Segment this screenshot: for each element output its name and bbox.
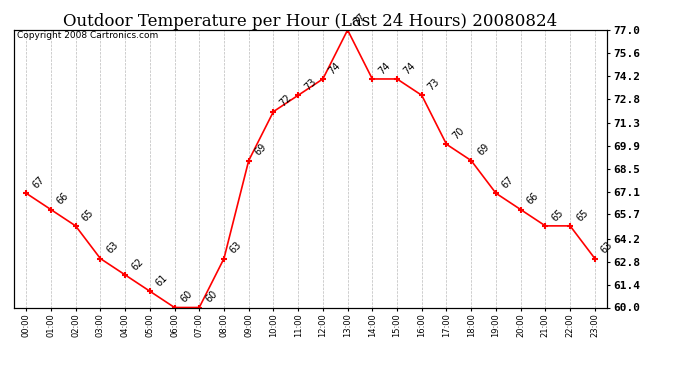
Text: 73: 73 [302, 77, 318, 93]
Text: 72: 72 [277, 93, 293, 109]
Text: 77: 77 [352, 11, 368, 27]
Text: 74: 74 [327, 60, 343, 76]
Text: 74: 74 [401, 60, 417, 76]
Text: 69: 69 [253, 142, 268, 158]
Text: Copyright 2008 Cartronics.com: Copyright 2008 Cartronics.com [17, 32, 158, 40]
Text: 61: 61 [154, 273, 170, 288]
Text: 63: 63 [599, 240, 615, 256]
Text: 65: 65 [574, 207, 590, 223]
Text: 74: 74 [377, 60, 393, 76]
Text: 65: 65 [549, 207, 565, 223]
Text: 66: 66 [525, 191, 540, 207]
Text: 60: 60 [179, 289, 195, 305]
Text: 69: 69 [475, 142, 491, 158]
Title: Outdoor Temperature per Hour (Last 24 Hours) 20080824: Outdoor Temperature per Hour (Last 24 Ho… [63, 13, 558, 30]
Text: 65: 65 [80, 207, 96, 223]
Text: 60: 60 [204, 289, 219, 305]
Text: 73: 73 [426, 77, 442, 93]
Text: 63: 63 [228, 240, 244, 256]
Text: 63: 63 [104, 240, 120, 256]
Text: 67: 67 [30, 175, 46, 190]
Text: 67: 67 [500, 175, 516, 190]
Text: 62: 62 [129, 256, 145, 272]
Text: 66: 66 [55, 191, 71, 207]
Text: 70: 70 [451, 126, 466, 141]
